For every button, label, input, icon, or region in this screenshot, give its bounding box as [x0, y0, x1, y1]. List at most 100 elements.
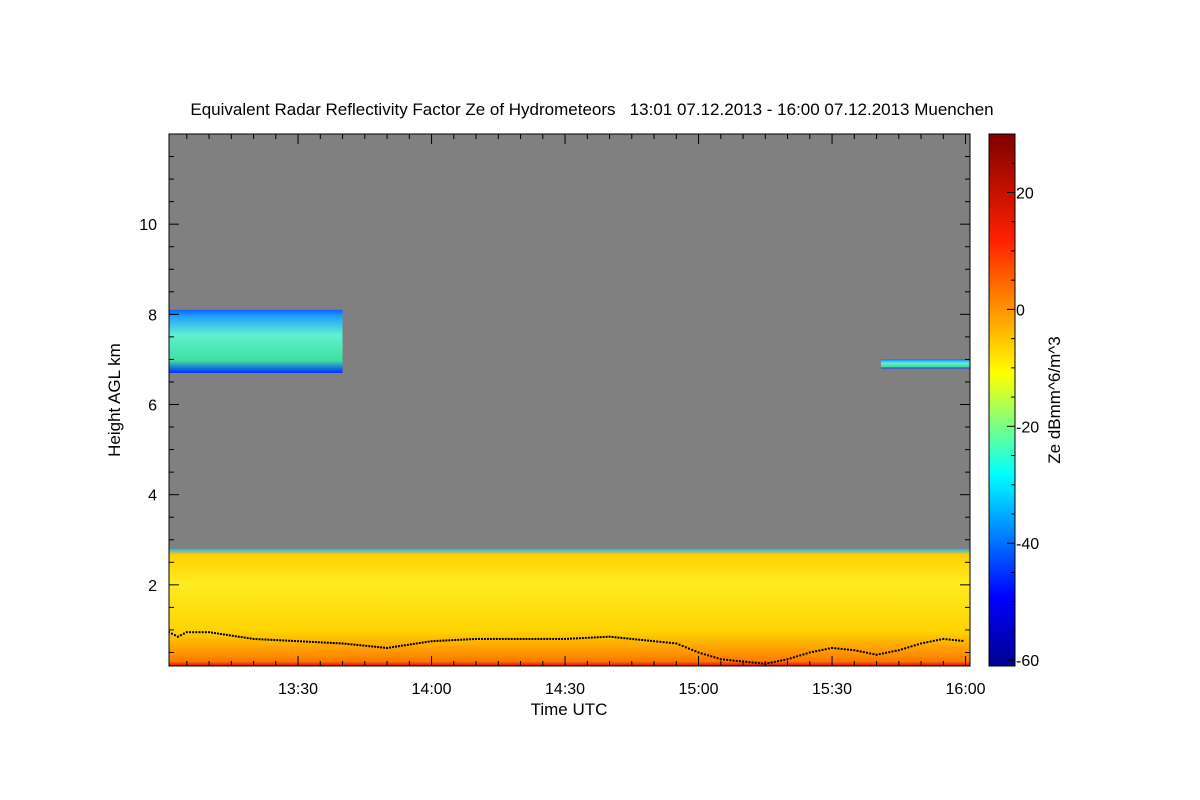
- cloud-base-point: [599, 636, 602, 639]
- cloud-base-point: [626, 637, 629, 640]
- cloud-base-point: [910, 645, 913, 648]
- cloud-base-point: [602, 635, 605, 638]
- cloud-base-point: [383, 646, 386, 649]
- cloud-base-point: [525, 637, 528, 640]
- cloud-base-point: [421, 641, 424, 644]
- cloud-base-point: [935, 639, 938, 642]
- cloud-base-point: [942, 637, 945, 640]
- cloud-base-point: [869, 652, 872, 655]
- cloud-base-point: [415, 642, 418, 645]
- cloud-base-point: [507, 637, 510, 640]
- cloud-base-point: [575, 637, 578, 640]
- cloud-base-point: [722, 658, 725, 661]
- cloud-base-point: [827, 647, 830, 650]
- cloud-base-point: [632, 638, 635, 641]
- cloud-base-point: [569, 637, 572, 640]
- cloud-base-point: [173, 634, 176, 637]
- cloud-base-point: [397, 645, 400, 648]
- cloud-base-point: [799, 654, 802, 657]
- cloud-base-point: [644, 639, 647, 642]
- cloud-base-point: [249, 637, 252, 640]
- cloud-base-markers: [169, 631, 964, 665]
- cloud-base-point: [853, 649, 856, 652]
- cloud-base-point: [593, 636, 596, 639]
- cloud-base-point: [300, 640, 303, 643]
- cloud-base-point: [659, 640, 662, 643]
- high-cloud-echo-2: [881, 359, 970, 369]
- cloud-base-point: [735, 659, 738, 662]
- chart-title: Equivalent Radar Reflectivity Factor Ze …: [190, 100, 993, 119]
- x-tick-label: 15:30: [812, 681, 852, 698]
- cloud-base-point: [920, 642, 923, 645]
- cloud-base-point: [308, 640, 311, 643]
- cloud-base-point: [641, 639, 644, 642]
- cloud-base-point: [738, 660, 741, 663]
- cloud-base-point: [916, 643, 919, 646]
- cloud-base-point: [516, 637, 519, 640]
- cloud-base-point: [365, 644, 368, 647]
- cloud-base-point: [237, 635, 240, 638]
- cloud-base-point: [412, 642, 415, 645]
- cloud-base-point: [350, 643, 353, 646]
- cloud-base-point: [821, 648, 824, 651]
- colorbar-tick-label: 0: [1016, 302, 1025, 319]
- cloud-base-point: [240, 636, 243, 639]
- cloud-base-point: [246, 637, 249, 640]
- cloud-base-point: [264, 638, 267, 641]
- cloud-base-point: [228, 634, 231, 637]
- cloud-base-point: [783, 658, 786, 661]
- cloud-base-point: [751, 661, 754, 664]
- cloud-base-point: [179, 634, 182, 637]
- cloud-base-point: [276, 639, 279, 642]
- cloud-base-point: [225, 633, 228, 636]
- cloud-base-point: [222, 633, 225, 636]
- cloud-base-point: [273, 639, 276, 642]
- y-tick-label: 8: [148, 307, 157, 324]
- cloud-base-point: [587, 636, 590, 639]
- cloud-base-point: [326, 641, 329, 644]
- cloud-base-point: [329, 641, 332, 644]
- cloud-base-point: [856, 649, 859, 652]
- cloud-base-point: [201, 631, 204, 634]
- cloud-base-point: [323, 641, 326, 644]
- cloud-base-point: [234, 635, 237, 638]
- cloud-base-point: [424, 641, 427, 644]
- cloud-base-point: [347, 643, 350, 646]
- colorbar-tick-label: -20: [1016, 419, 1039, 436]
- cloud-base-point: [492, 637, 495, 640]
- cloud-base-point: [662, 641, 665, 644]
- cloud-base-point: [961, 639, 964, 642]
- cloud-base-point: [480, 637, 483, 640]
- cloud-base-point: [285, 639, 288, 642]
- cloud-base-point: [596, 636, 599, 639]
- cloud-base-point: [501, 637, 504, 640]
- y-tick-label: 4: [148, 488, 157, 505]
- x-tick-label: 13:30: [278, 681, 318, 698]
- colorbar-tick-label: -60: [1016, 653, 1039, 670]
- cloud-base-point: [231, 634, 234, 637]
- cloud-base-point: [891, 650, 894, 653]
- cloud-base-point: [767, 662, 770, 665]
- cloud-base-point: [802, 653, 805, 656]
- cloud-base-point: [439, 639, 442, 642]
- cloud-base-point: [894, 649, 897, 652]
- cloud-base-point: [697, 651, 700, 654]
- cloud-base-point: [400, 644, 403, 647]
- cloud-base-point: [862, 651, 865, 654]
- cloud-base-point: [700, 652, 703, 655]
- cloud-base-point: [279, 639, 282, 642]
- cloud-base-point: [777, 660, 780, 663]
- cloud-base-point: [198, 631, 201, 634]
- cloud-base-point: [929, 640, 932, 643]
- cloud-base-point: [885, 651, 888, 654]
- cloud-base-point: [291, 639, 294, 642]
- cloud-base-point: [555, 637, 558, 640]
- cloud-base-point: [445, 639, 448, 642]
- cloud-base-point: [668, 641, 671, 644]
- cloud-base-point: [761, 662, 764, 665]
- cloud-base-point: [770, 661, 773, 664]
- cloud-base-point: [394, 645, 397, 648]
- cloud-base-point: [451, 639, 454, 642]
- cloud-base-point: [255, 638, 258, 641]
